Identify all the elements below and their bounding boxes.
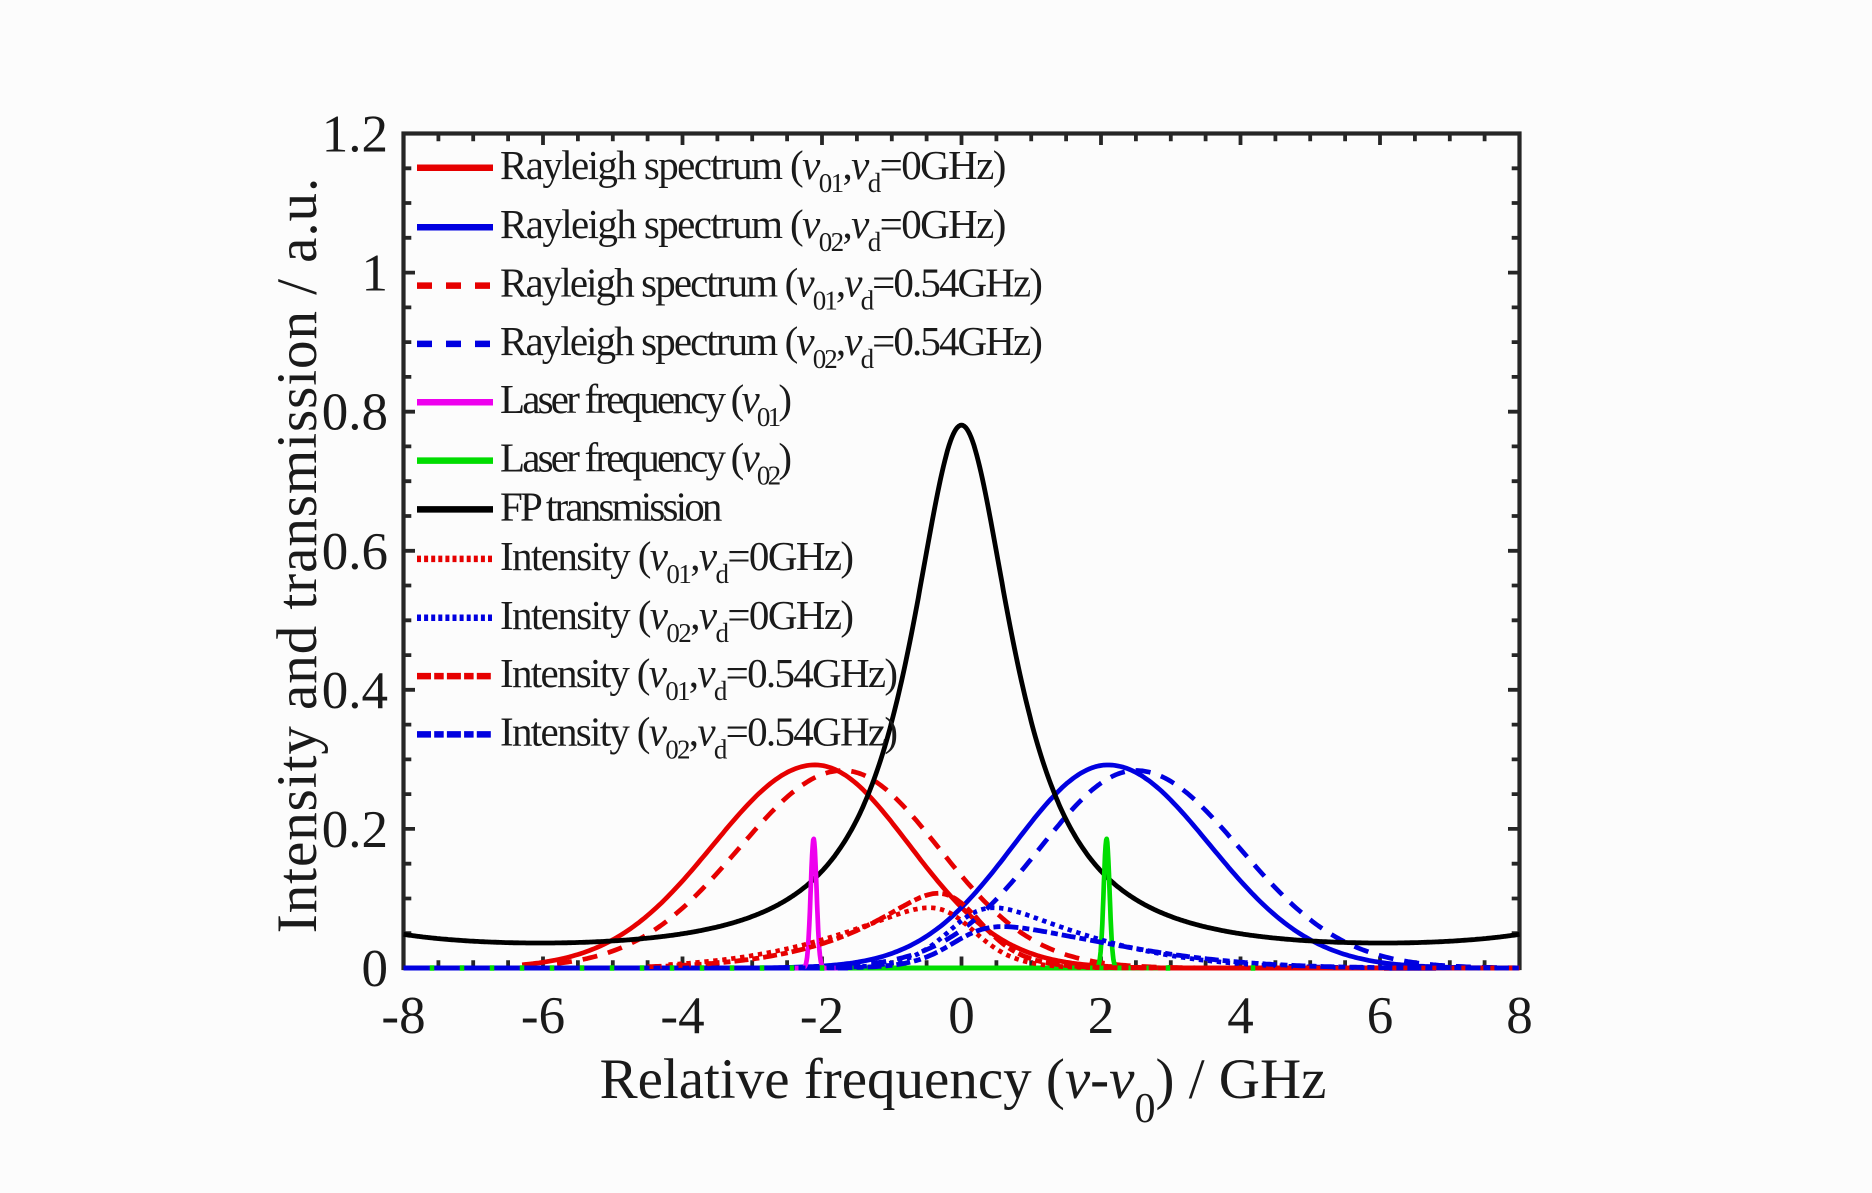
svg-text:-8: -8 bbox=[381, 987, 425, 1045]
svg-text:1: 1 bbox=[362, 245, 389, 303]
svg-text:4: 4 bbox=[1227, 987, 1254, 1045]
svg-text:-6: -6 bbox=[521, 987, 565, 1045]
svg-text:-4: -4 bbox=[660, 987, 704, 1045]
svg-text:0: 0 bbox=[362, 940, 389, 998]
svg-text:1.2: 1.2 bbox=[322, 106, 388, 164]
svg-text:0.8: 0.8 bbox=[322, 384, 388, 442]
svg-text:Intensity and transmission / a: Intensity and transmission / a.u. bbox=[266, 177, 329, 933]
svg-text:6: 6 bbox=[1367, 987, 1394, 1045]
svg-text:8: 8 bbox=[1506, 987, 1533, 1045]
svg-text:0.2: 0.2 bbox=[322, 801, 388, 859]
svg-text:0.6: 0.6 bbox=[322, 523, 388, 581]
svg-text:0: 0 bbox=[948, 987, 975, 1045]
svg-text:0.4: 0.4 bbox=[322, 662, 388, 720]
svg-text:2: 2 bbox=[1088, 987, 1115, 1045]
svg-text:FP transmission: FP transmission bbox=[500, 483, 722, 529]
svg-text:-2: -2 bbox=[800, 987, 844, 1045]
